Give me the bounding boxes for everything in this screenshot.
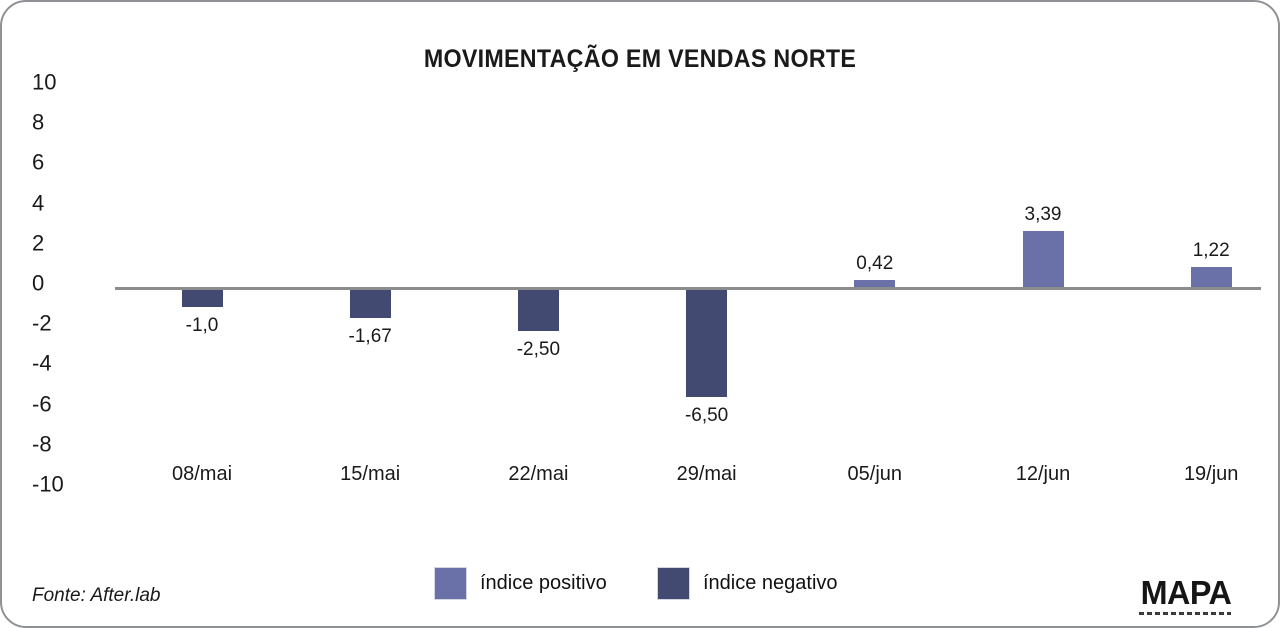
chart-title: MOVIMENTAÇÃO EM VENDAS NORTE xyxy=(423,45,857,73)
bar-value-label: 0,42 xyxy=(856,253,894,275)
bar-value-label: 1,22 xyxy=(1192,239,1230,261)
bar-08/mai xyxy=(181,290,223,307)
y-tick-label: 8 xyxy=(32,109,45,135)
bar-value-label: -6,50 xyxy=(684,405,729,427)
bar-value-label: -2,50 xyxy=(516,339,561,361)
y-tick-label: 6 xyxy=(32,149,45,175)
legend-label-positive: índice positivo xyxy=(480,572,607,594)
legend-item-positive: índice positivo xyxy=(434,567,607,600)
y-tick-label: -6 xyxy=(32,391,52,417)
source-note: Fonte: After.lab xyxy=(32,585,161,606)
legend-swatch-negative-icon xyxy=(657,567,690,600)
mapa-logo-tagline xyxy=(1139,612,1231,615)
legend-item-negative: índice negativo xyxy=(657,567,838,600)
y-tick-label: -4 xyxy=(32,350,52,376)
bar-value-label: -1,0 xyxy=(185,314,219,336)
zero-axis-line xyxy=(115,287,1261,290)
y-tick-label: 2 xyxy=(32,230,45,256)
y-tick-label: -2 xyxy=(32,310,52,336)
bar-12/jun xyxy=(1022,231,1064,287)
y-tick-label: 4 xyxy=(32,190,45,216)
mapa-logo-text: MAPA xyxy=(1140,574,1232,611)
x-tick-label-12/jun: 12/jun xyxy=(1015,463,1071,485)
x-tick-label-22/mai: 22/mai xyxy=(508,463,569,485)
x-tick-label-05/jun: 05/jun xyxy=(847,463,903,485)
mapa-logo: MAPA xyxy=(1139,576,1233,615)
y-tick-label: -8 xyxy=(32,431,52,457)
legend-label-negative: índice negativo xyxy=(703,572,838,594)
x-tick-label-19/jun: 19/jun xyxy=(1183,463,1239,485)
bar-value-label: 3,39 xyxy=(1024,204,1062,226)
y-tick-label: 0 xyxy=(32,270,45,296)
bar-value-label: -1,67 xyxy=(348,325,392,347)
y-tick-label: 10 xyxy=(32,69,57,95)
bar-15/mai xyxy=(349,290,391,318)
bar-29/mai xyxy=(686,290,728,398)
y-tick-label: -10 xyxy=(32,471,64,497)
x-tick-label-15/mai: 15/mai xyxy=(340,463,401,485)
bar-22/mai xyxy=(517,290,559,332)
x-tick-label-29/mai: 29/mai xyxy=(676,463,737,485)
bar-19/jun xyxy=(1190,266,1232,287)
legend-swatch-positive-icon xyxy=(434,567,467,600)
bar-05/jun xyxy=(854,280,896,287)
x-tick-label-08/mai: 08/mai xyxy=(171,463,233,485)
